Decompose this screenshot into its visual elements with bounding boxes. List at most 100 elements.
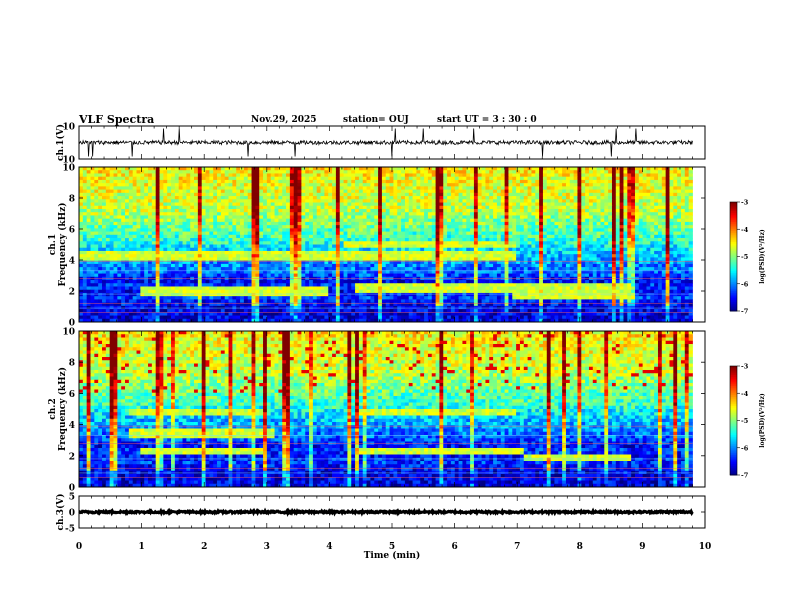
spectrogram-cell xyxy=(351,196,356,200)
spectrogram-cell xyxy=(596,199,601,203)
spectrogram-cell xyxy=(266,167,272,171)
spectrogram-cell xyxy=(148,234,153,239)
spectrogram-cell xyxy=(148,263,153,268)
spectrogram-cell xyxy=(301,225,306,229)
spectrogram-cell xyxy=(213,247,218,252)
spectrogram-cell xyxy=(684,215,690,220)
spectrogram-cell xyxy=(151,228,157,232)
spectrogram-cell xyxy=(140,218,145,223)
spectrogram-cell xyxy=(420,257,425,262)
spectrogram-cell xyxy=(546,176,552,181)
spectrogram-cell xyxy=(654,221,659,226)
spectrogram-cell xyxy=(473,167,479,171)
spectrogram-cell xyxy=(650,173,655,178)
spectrogram-cell xyxy=(339,202,344,207)
spectrogram-cell xyxy=(324,241,329,245)
spectrogram-layer xyxy=(79,167,693,488)
spectrogram-cell xyxy=(588,215,594,220)
spectrogram-cell xyxy=(608,215,613,220)
spectrogram-cell xyxy=(684,218,690,223)
spectrogram-cell xyxy=(481,205,486,210)
spectrogram-cell xyxy=(466,225,471,229)
spectrogram-cell xyxy=(600,225,605,229)
spectrogram-cell xyxy=(634,257,640,262)
spectrogram-cell xyxy=(569,225,575,229)
spectrogram-cell xyxy=(596,228,601,232)
spectrogram-cell xyxy=(596,183,601,187)
spectrogram-cell xyxy=(404,234,410,239)
spectrogram-cell xyxy=(546,247,552,252)
spectrogram-cell xyxy=(109,202,114,207)
spectrogram-cell xyxy=(113,241,118,245)
spectrogram-cell xyxy=(473,225,479,229)
spectrogram-cell xyxy=(447,234,452,239)
spectrogram-cell xyxy=(489,228,494,232)
spectrogram-cell xyxy=(90,231,95,236)
spectrogram-cell xyxy=(631,225,636,229)
spectrogram-cell xyxy=(109,212,114,216)
spectrogram-cell xyxy=(401,179,406,184)
spectrogram-cell xyxy=(585,260,590,265)
spectrogram-cell xyxy=(542,234,548,239)
spectrogram-cell xyxy=(427,250,433,255)
spectrogram-cell xyxy=(263,196,268,200)
spectrogram-cell xyxy=(370,257,375,262)
spectrogram-cell xyxy=(573,260,578,265)
spectrogram-cell xyxy=(140,225,145,229)
spectrogram-cell xyxy=(485,215,490,220)
spectrogram-cell xyxy=(297,212,302,216)
spectrogram-cell xyxy=(102,260,107,265)
spectrogram-cell xyxy=(167,167,172,171)
spectrogram-cell xyxy=(105,234,111,239)
spectrogram-cell xyxy=(351,250,356,255)
spectrogram-cell xyxy=(493,192,498,197)
spectrogram-cell xyxy=(79,254,84,258)
spectrogram-cell xyxy=(523,241,528,245)
spectrogram-cell xyxy=(508,234,513,239)
spectrogram-cell xyxy=(347,192,352,197)
spectrogram-cell xyxy=(259,260,264,265)
spectrogram-cell xyxy=(393,250,398,255)
spectrogram-cell xyxy=(240,231,245,236)
spectrogram-cell xyxy=(324,212,329,216)
spectrogram-cell xyxy=(447,179,452,184)
spectrogram-cell xyxy=(477,221,482,226)
spectrogram-cell xyxy=(228,212,233,216)
spectrogram-cell xyxy=(358,186,364,191)
spectrogram-cell xyxy=(493,254,498,258)
spectrogram-cell xyxy=(309,260,314,265)
spectrogram-cell xyxy=(397,205,402,210)
spectrogram-cell xyxy=(393,196,398,200)
spectrogram-cell xyxy=(477,199,482,203)
spectrogram-cell xyxy=(512,260,517,265)
spectrogram-cell xyxy=(673,238,678,242)
spectrogram-cell xyxy=(401,167,406,171)
spectrogram-cell xyxy=(489,254,494,258)
spectrogram-cell xyxy=(665,192,670,197)
spectrogram-cell xyxy=(550,254,555,258)
spectrogram-cell xyxy=(477,208,482,213)
spectrogram-cell xyxy=(132,247,137,252)
spectrogram-cell xyxy=(247,205,252,210)
spectrogram-cell xyxy=(90,212,95,216)
spectrogram-cell xyxy=(435,215,440,220)
spectrogram-cell xyxy=(646,189,651,194)
spectrogram-cell xyxy=(470,260,475,265)
spectrogram-cell xyxy=(496,208,502,213)
spectrogram-cell xyxy=(163,183,168,187)
spectrogram-cell xyxy=(623,254,628,258)
spectrogram-cell xyxy=(381,247,387,252)
spectrogram-cell xyxy=(171,173,176,178)
spectrogram-cell xyxy=(378,173,383,178)
spectrogram-cell xyxy=(109,199,114,203)
spectrogram-cell xyxy=(86,212,91,216)
spectrogram-cell xyxy=(634,176,640,181)
spectrogram-cell xyxy=(140,267,145,271)
spectrogram-cell xyxy=(404,186,410,191)
spectrogram-cell xyxy=(420,244,425,249)
spectrogram-cell xyxy=(420,218,425,223)
spectrogram-cell xyxy=(412,208,417,213)
spectrogram-cell xyxy=(565,238,571,242)
spectrogram-cell xyxy=(98,176,103,181)
spectrogram-cell xyxy=(94,228,99,232)
